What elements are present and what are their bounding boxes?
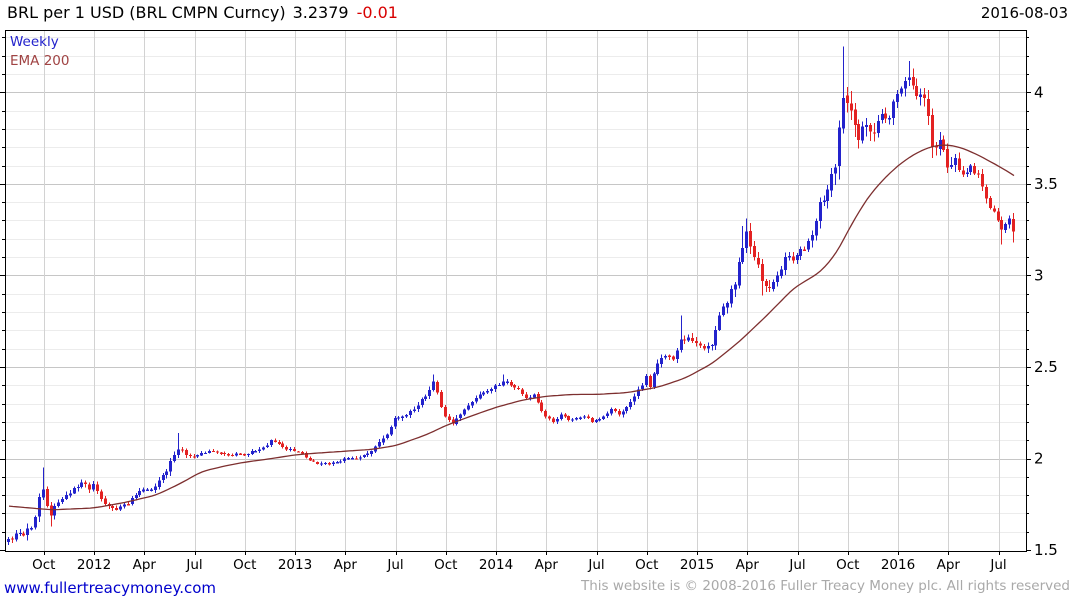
copyright-text: This website is © 2008-2016 Fuller Treac… — [581, 578, 1070, 594]
x-axis-labels: Oct 2012 Apr Jul Oct 2013 Apr Jul Oct 2014 Apr Jul O… — [32, 557, 1007, 573]
svg-text:2014: 2014 — [479, 557, 513, 573]
chart-last-price: 3.2379 — [292, 3, 349, 22]
title-bar: BRL per 1 USD (BRL CMPN Curncy) 3.2379 -0.… — [7, 3, 398, 22]
svg-text:3.5: 3.5 — [1034, 175, 1058, 193]
svg-text:Jul: Jul — [989, 557, 1006, 573]
svg-text:Apr: Apr — [937, 557, 961, 573]
svg-text:Apr: Apr — [535, 557, 559, 573]
gridlines — [5, 30, 1026, 551]
svg-text:Oct: Oct — [434, 557, 457, 573]
y-axis-labels: 1.5 2 2.5 3 3.5 4 — [1034, 83, 1058, 559]
chart-date: 2016-08-03 — [980, 4, 1068, 22]
svg-text:1.5: 1.5 — [1034, 541, 1058, 559]
site-link[interactable]: www.fullertreacymoney.com — [4, 579, 217, 597]
chart-title: BRL per 1 USD (BRL CMPN Curncy) — [7, 3, 286, 22]
svg-text:Oct: Oct — [32, 557, 55, 573]
axes-and-ticks — [0, 30, 1031, 555]
svg-text:Oct: Oct — [233, 557, 256, 573]
legend-item-ema-200: EMA 200 — [10, 52, 70, 69]
svg-text:Apr: Apr — [133, 557, 157, 573]
svg-text:Jul: Jul — [788, 557, 805, 573]
svg-text:2012: 2012 — [77, 557, 111, 573]
svg-text:2015: 2015 — [680, 557, 714, 573]
svg-text:Apr: Apr — [736, 557, 760, 573]
ema-200-line — [8, 144, 1015, 511]
legend-item-weekly: Weekly — [10, 34, 59, 50]
svg-text:2: 2 — [1034, 450, 1044, 468]
svg-text:2016: 2016 — [881, 557, 915, 573]
svg-text:3: 3 — [1034, 266, 1044, 284]
candles-weekly — [7, 46, 1015, 546]
svg-text:Jul: Jul — [587, 557, 604, 573]
svg-text:4: 4 — [1034, 83, 1044, 101]
svg-text:Apr: Apr — [334, 557, 358, 573]
svg-text:2.5: 2.5 — [1034, 358, 1058, 376]
svg-text:Oct: Oct — [635, 557, 658, 573]
svg-text:Jul: Jul — [386, 557, 403, 573]
svg-text:2013: 2013 — [278, 557, 312, 573]
chart-change: -0.01 — [356, 3, 398, 22]
chart-legend: Weekly EMA 200 — [10, 33, 69, 70]
svg-text:Oct: Oct — [836, 557, 859, 573]
svg-text:Jul: Jul — [185, 557, 202, 573]
